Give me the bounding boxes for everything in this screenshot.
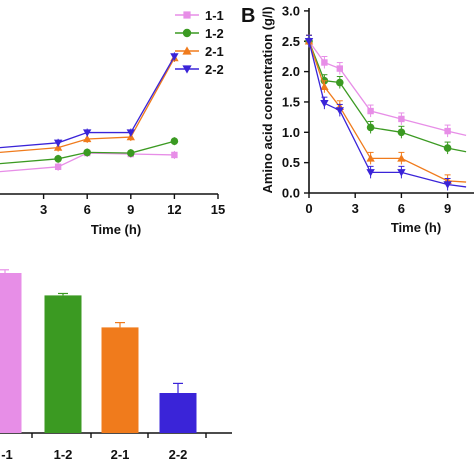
data-point-2-1 bbox=[397, 154, 406, 162]
legend-label-1-1: 1-1 bbox=[205, 8, 224, 23]
data-point-1-1 bbox=[367, 107, 374, 115]
panel-b-x-axis-label: Time (h) bbox=[391, 220, 441, 235]
legend-label-2-1: 2-1 bbox=[205, 44, 224, 59]
data-point-2-2 bbox=[304, 38, 314, 46]
legend-marker-2-2 bbox=[182, 65, 192, 74]
legend-marker-1-2 bbox=[182, 28, 192, 38]
panel-a-x-axis-label: Time (h) bbox=[91, 222, 141, 237]
x-tick-label: 6 bbox=[398, 201, 405, 216]
data-point-1-2 bbox=[170, 137, 179, 145]
panel-a-series bbox=[0, 52, 179, 173]
panel-b-label: B bbox=[241, 5, 255, 27]
panel-b-series bbox=[304, 34, 467, 191]
y-tick-label: 2.0 bbox=[282, 64, 300, 79]
bar-1-2 bbox=[44, 295, 82, 433]
y-tick-label: 3.0 bbox=[282, 3, 300, 18]
series-line-1-1 bbox=[308, 40, 467, 136]
data-point-1-2 bbox=[83, 148, 91, 157]
data-point-2-2 bbox=[126, 129, 135, 137]
category-label: 2-2 bbox=[169, 447, 188, 462]
x-tick-label: 9 bbox=[444, 201, 451, 216]
data-point-1-2 bbox=[443, 144, 452, 152]
data-point-2-2 bbox=[170, 53, 179, 61]
panel-c: -1 1-2 2-1 2-2 bbox=[0, 269, 232, 462]
data-point-1-2 bbox=[54, 155, 62, 163]
y-tick-label: 0.5 bbox=[282, 155, 300, 170]
data-point-2-2 bbox=[443, 181, 452, 189]
data-point-1-1 bbox=[54, 163, 62, 170]
data-point-1-1 bbox=[171, 151, 178, 159]
x-tick-label: 6 bbox=[84, 202, 91, 217]
data-point-1-2 bbox=[366, 123, 375, 132]
data-point-2-2 bbox=[335, 107, 344, 115]
data-point-1-2 bbox=[336, 78, 344, 87]
category-label: 1-2 bbox=[54, 447, 73, 462]
data-point-2-2 bbox=[320, 99, 329, 108]
panel-b-y-axis-label: Amino acid concentration (g/l) bbox=[260, 6, 275, 193]
data-point-1-2 bbox=[397, 128, 406, 137]
x-tick-label: 3 bbox=[352, 201, 359, 216]
data-point-2-2 bbox=[53, 139, 63, 147]
bar-2-2 bbox=[159, 393, 197, 433]
series-line-2-2 bbox=[308, 41, 467, 188]
y-tick-label: 1.5 bbox=[282, 94, 300, 109]
panel-c-bars: -1 1-2 2-1 2-2 bbox=[0, 269, 207, 462]
x-tick-label: 9 bbox=[127, 202, 134, 217]
series-line-2-1 bbox=[308, 41, 467, 183]
data-point-2-2 bbox=[83, 129, 92, 137]
bar--1 bbox=[0, 273, 22, 433]
data-point-1-1 bbox=[336, 65, 343, 72]
legend-label-1-2: 1-2 bbox=[205, 26, 224, 41]
category-label: -1 bbox=[1, 447, 13, 462]
y-tick-label: 1.0 bbox=[282, 125, 300, 140]
bar-2-1 bbox=[101, 327, 139, 433]
panel-b: B 0.0 0.5 1.0 1.5 2.0 2.5 3.0 0 3 6 9 Amino acid c… bbox=[241, 3, 474, 235]
data-point-2-1 bbox=[320, 82, 329, 90]
legend-marker-2-1 bbox=[182, 46, 192, 55]
legend-marker-1-1 bbox=[183, 11, 191, 19]
panel-a: 3 6 9 12 15 Time (h) 1-1 1-2 2-1 2-2 bbox=[0, 8, 225, 237]
y-tick-label: 0.0 bbox=[282, 186, 300, 201]
category-label: 2-1 bbox=[111, 447, 130, 462]
data-point-2-2 bbox=[366, 169, 375, 177]
data-point-2-1 bbox=[53, 143, 63, 151]
x-tick-label: 15 bbox=[211, 202, 225, 217]
panel-a-x-ticks: 3 6 9 12 15 bbox=[40, 194, 225, 217]
data-point-2-1 bbox=[366, 154, 375, 162]
data-point-2-2 bbox=[397, 169, 406, 177]
x-tick-label: 3 bbox=[40, 202, 47, 217]
data-point-2-1 bbox=[83, 134, 92, 143]
x-tick-label: 0 bbox=[305, 201, 312, 216]
x-tick-label: 12 bbox=[167, 202, 181, 217]
y-tick-label: 2.5 bbox=[282, 34, 300, 49]
panel-a-legend: 1-1 1-2 2-1 2-2 bbox=[175, 8, 224, 77]
legend-label-2-2: 2-2 bbox=[205, 62, 224, 77]
data-point-1-2 bbox=[127, 149, 135, 157]
data-point-1-1 bbox=[444, 127, 451, 135]
data-point-1-1 bbox=[398, 115, 405, 123]
data-point-1-1 bbox=[321, 59, 328, 66]
panel-b-ticks: 0.0 0.5 1.0 1.5 2.0 2.5 3.0 0 3 6 9 bbox=[282, 3, 451, 216]
